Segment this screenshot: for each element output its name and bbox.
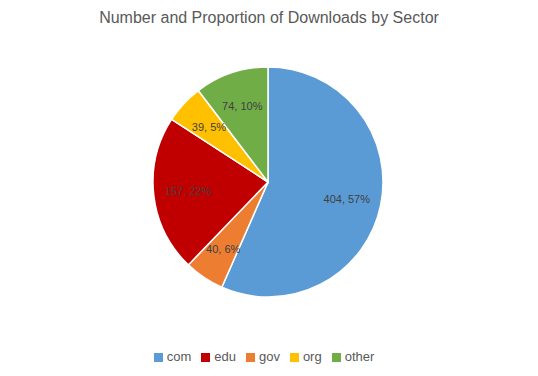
svg-text:40, 6%: 40, 6%: [206, 243, 240, 255]
svg-text:39, 5%: 39, 5%: [192, 121, 226, 133]
html-text:com: com: [166, 349, 192, 364]
html-text:org: org: [302, 349, 322, 364]
svg-text:157, 22%: 157, 22%: [165, 185, 212, 197]
svg-text:404, 57%: 404, 57%: [324, 193, 371, 205]
svg-text:74, 10%: 74, 10%: [222, 100, 263, 112]
html-text:gov: gov: [258, 349, 280, 364]
html-text:edu: edu: [214, 349, 236, 364]
html-text:Number and Proportion of Downl: Number and Proportion of Downloads by Se…: [99, 9, 439, 26]
html-text:other: other: [344, 349, 375, 364]
